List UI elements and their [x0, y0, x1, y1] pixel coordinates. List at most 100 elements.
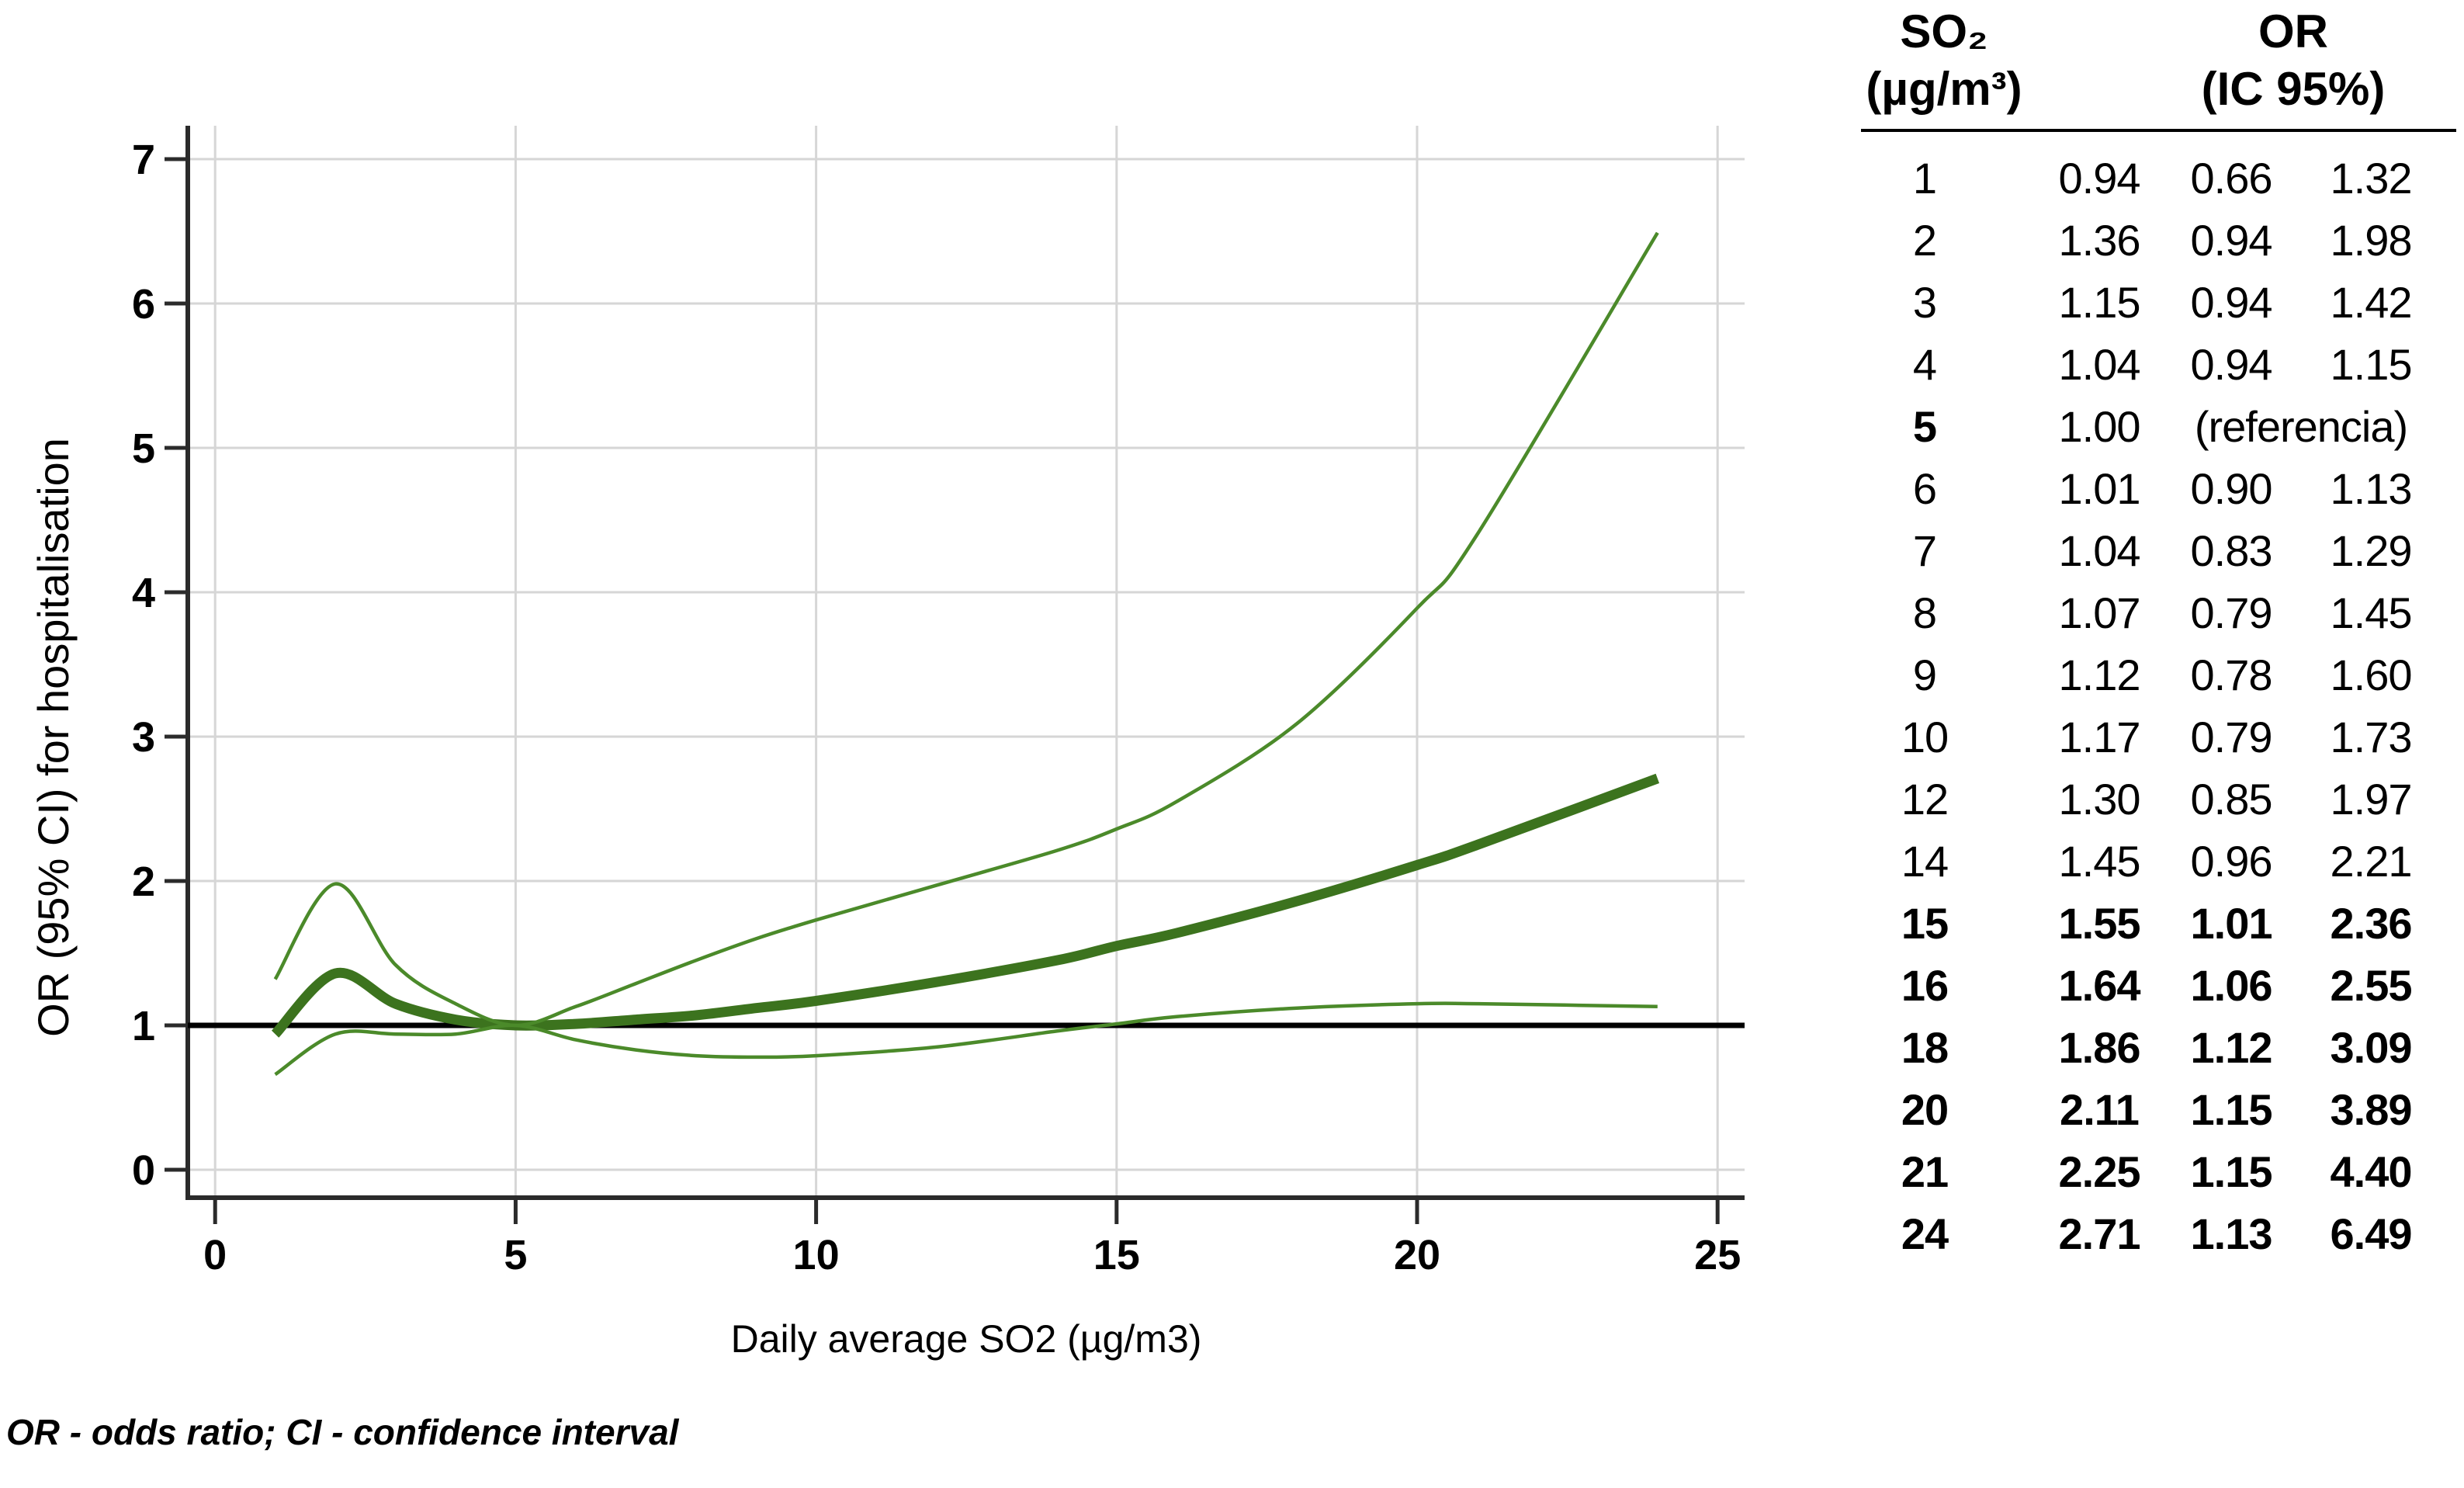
- curves: [271, 231, 1660, 1077]
- ci-upper-cell: 2.55: [2330, 961, 2413, 1010]
- ci-lower-cell: 1.13: [2190, 1209, 2273, 1258]
- table-row: 3 1.15 0.94 1.42: [1855, 272, 2464, 334]
- axes: [165, 126, 1745, 1224]
- or-value-cell: 1.07: [2058, 588, 2141, 637]
- reference-cell: (referencia): [2194, 402, 2408, 451]
- gridlines: [188, 126, 1745, 1198]
- tick-labels: 0 1 2 3 4 5 6 7 0 5 10 15 20 25: [132, 137, 1741, 1278]
- or-value-cell: 1.00: [2058, 402, 2141, 451]
- or-value-cell: 1.04: [2058, 526, 2141, 575]
- so2-value-cell: 18: [1901, 1023, 1949, 1072]
- ci-upper-cell: 1.60: [2330, 650, 2413, 699]
- ci-upper-cell: 3.89: [2330, 1085, 2413, 1134]
- ci-lower-cell: 1.12: [2190, 1023, 2273, 1072]
- ci-lower-cell: 0.83: [2190, 526, 2273, 575]
- or-value-cell: 2.25: [2058, 1147, 2141, 1196]
- ci-upper-cell: 4.40: [2330, 1147, 2413, 1196]
- ci-lower-cell: 0.90: [2190, 464, 2273, 513]
- ci-upper-cell: 1.29: [2330, 526, 2413, 575]
- so2-value-cell: 1: [1912, 154, 1937, 203]
- lower-95-ci-curve: [274, 1001, 1658, 1077]
- x-axis-title: Daily average SO2 (µg/m3): [731, 1317, 1202, 1361]
- ci-upper-cell: 1.73: [2330, 713, 2413, 761]
- table-header-or: OR: [2258, 5, 2328, 57]
- so2-value-cell: 12: [1901, 775, 1949, 824]
- so2-value-cell: 5: [1912, 402, 1937, 451]
- or-value-cell: 1.17: [2058, 713, 2141, 761]
- table-row: 12 1.30 0.85 1.97: [1855, 768, 2464, 831]
- or-value-cell: 1.01: [2058, 464, 2141, 513]
- y-tick-label: 2: [132, 858, 155, 905]
- or-value-cell: 1.36: [2058, 216, 2141, 265]
- table-row: 15 1.55 1.01 2.36: [1855, 893, 2464, 955]
- y-tick-label: 4: [132, 570, 155, 616]
- x-tick-label: 0: [203, 1232, 227, 1278]
- or-value-cell: 1.04: [2058, 340, 2141, 389]
- table-row: 18 1.86 1.12 3.09: [1855, 1017, 2464, 1079]
- x-tick-label: 10: [793, 1232, 840, 1278]
- ci-upper-cell: 2.36: [2330, 899, 2413, 948]
- table-row: 5 1.00 (referencia): [1855, 396, 2464, 458]
- ci-upper-cell: 1.98: [2330, 216, 2413, 265]
- table-header-so2-units: (µg/m³): [1866, 63, 2022, 115]
- ci-lower-cell: 0.79: [2190, 713, 2273, 761]
- footnote: OR - odds ratio; CI - confidence interva…: [6, 1412, 679, 1452]
- table-row: 16 1.64 1.06 2.55: [1855, 955, 2464, 1017]
- ci-lower-cell: 1.15: [2190, 1147, 2273, 1196]
- or-value-cell: 1.15: [2058, 278, 2141, 327]
- y-tick-label: 7: [132, 137, 155, 183]
- x-tick-label: 25: [1694, 1232, 1741, 1278]
- y-tick-label: 1: [132, 1003, 155, 1049]
- table-row: 4 1.04 0.94 1.15: [1855, 334, 2464, 396]
- y-tick-label: 0: [132, 1147, 155, 1194]
- so2-value-cell: 4: [1912, 340, 1937, 389]
- ci-lower-cell: 1.06: [2190, 961, 2273, 1010]
- table-row: 20 2.11 1.15 3.89: [1855, 1079, 2464, 1141]
- ci-upper-cell: 6.49: [2330, 1209, 2413, 1258]
- or-value-cell: 1.30: [2058, 775, 2141, 824]
- ci-upper-cell: 2.21: [2330, 837, 2413, 886]
- so2-value-cell: 3: [1912, 278, 1937, 327]
- table-row: 1 0.94 0.66 1.32: [1855, 147, 2464, 210]
- y-tick-label: 3: [132, 714, 155, 761]
- ci-lower-cell: 0.96: [2190, 837, 2273, 886]
- table-row: 7 1.04 0.83 1.29: [1855, 520, 2464, 582]
- so2-value-cell: 10: [1901, 713, 1949, 761]
- so2-value-cell: 15: [1901, 899, 1949, 948]
- ci-upper-cell: 1.97: [2330, 775, 2413, 824]
- so2-value-cell: 7: [1912, 526, 1937, 575]
- table-row: 10 1.17 0.79 1.73: [1855, 706, 2464, 768]
- table-header-so2: SO₂: [1900, 5, 1988, 57]
- ci-lower-cell: 0.66: [2190, 154, 2273, 203]
- x-tick-label: 15: [1093, 1232, 1140, 1278]
- ci-upper-cell: 1.45: [2330, 588, 2413, 637]
- so2-value-cell: 14: [1901, 837, 1949, 886]
- or-value-cell: 1.55: [2058, 899, 2141, 948]
- ci-lower-cell: 1.15: [2190, 1085, 2273, 1134]
- table-header-ci: (IC 95%): [2201, 63, 2386, 115]
- or-value-cell: 0.94: [2058, 154, 2141, 203]
- or-table: SO₂ (µg/m³) OR (IC 95%) 1 0.94 0.66 1.32 2 1.…: [1855, 0, 2464, 1320]
- ci-lower-cell: 0.94: [2190, 216, 2273, 265]
- ci-upper-cell: 1.13: [2330, 464, 2413, 513]
- table-row: 8 1.07 0.79 1.45: [1855, 582, 2464, 644]
- ci-lower-cell: 0.94: [2190, 278, 2273, 327]
- ci-upper-cell: 1.42: [2330, 278, 2413, 327]
- so2-value-cell: 21: [1901, 1147, 1949, 1196]
- ci-upper-cell: 3.09: [2330, 1023, 2413, 1072]
- ci-upper-cell: 1.32: [2330, 154, 2413, 203]
- so2-value-cell: 8: [1912, 588, 1937, 637]
- or-value-cell: 1.45: [2058, 837, 2141, 886]
- table-header-rule: [1861, 129, 2456, 132]
- y-tick-label: 6: [132, 281, 155, 328]
- y-axis-title: OR (95% CI) for hospitalisation: [29, 438, 78, 1037]
- ci-upper-cell: 1.15: [2330, 340, 2413, 389]
- x-tick-label: 5: [504, 1232, 527, 1278]
- y-tick-label: 5: [132, 425, 155, 472]
- table-row: 14 1.45 0.96 2.21: [1855, 831, 2464, 893]
- so2-value-cell: 2: [1912, 216, 1937, 265]
- x-tick-label: 20: [1394, 1232, 1440, 1278]
- so2-value-cell: 6: [1912, 464, 1937, 513]
